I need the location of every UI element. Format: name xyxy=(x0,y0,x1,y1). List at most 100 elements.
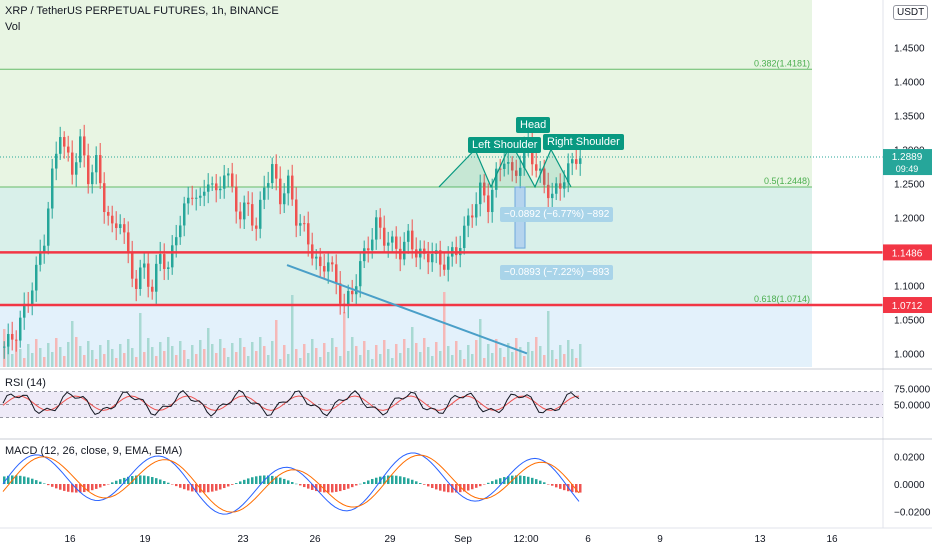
volume-bar xyxy=(95,359,98,367)
candle-body xyxy=(211,183,214,185)
head-label: Head xyxy=(516,117,551,133)
volume-bar xyxy=(123,353,126,367)
macd-hist-bar xyxy=(51,484,54,487)
volume-bar xyxy=(503,357,506,367)
volume-bar xyxy=(339,356,342,367)
candle-body xyxy=(303,223,306,225)
price-tick-3: 1.3500 xyxy=(894,112,925,123)
candle-body xyxy=(83,136,86,156)
volume-bar xyxy=(7,345,10,367)
candle-body xyxy=(187,197,190,204)
candle-body xyxy=(495,168,498,190)
rsi-title: RSI (14) xyxy=(5,377,46,389)
candle-body xyxy=(287,175,290,194)
candle-body xyxy=(55,153,58,169)
macd-hist-bar xyxy=(287,480,290,484)
volume-bar xyxy=(519,347,522,367)
candle-body xyxy=(483,182,486,196)
volume-bar xyxy=(467,345,470,367)
macd-hist-bar xyxy=(191,484,194,492)
time-tick-0: 16 xyxy=(64,534,76,545)
volume-bar xyxy=(255,351,258,367)
volume-bar xyxy=(575,358,578,367)
volume-bar xyxy=(567,340,570,367)
candle-body xyxy=(31,290,34,305)
candle-body xyxy=(235,186,238,212)
candle-body xyxy=(479,182,482,205)
candle-body xyxy=(215,183,218,191)
volume-bar xyxy=(163,351,166,367)
candle-body xyxy=(175,237,178,246)
candle-body xyxy=(231,173,234,187)
volume-bar xyxy=(443,292,446,367)
volume-bar xyxy=(323,343,326,367)
macd-hist-bar xyxy=(87,484,90,492)
volume-bar xyxy=(399,353,402,367)
volume-bar xyxy=(47,343,50,367)
candle-body xyxy=(403,241,406,260)
macd-tick-1: 0.0000 xyxy=(894,480,925,491)
macd-hist-bar xyxy=(535,479,538,484)
volume-bar xyxy=(167,337,170,367)
volume-bar xyxy=(451,355,454,367)
macd-hist-bar xyxy=(487,482,490,484)
candle-body xyxy=(515,170,518,176)
volume-bar xyxy=(271,341,274,367)
currency-selector[interactable]: USDT xyxy=(893,5,929,20)
macd-hist-bar xyxy=(415,481,418,484)
price-tick-5: 1.2500 xyxy=(894,180,925,191)
macd-hist-bar xyxy=(211,484,214,492)
volume-bar xyxy=(39,348,42,367)
macd-hist-bar xyxy=(551,484,554,486)
macd-hist-bar xyxy=(59,484,62,490)
macd-hist-bar xyxy=(203,484,206,493)
candle-body xyxy=(67,146,70,153)
candle-body xyxy=(475,204,478,218)
macd-hist-bar xyxy=(579,484,582,493)
candle-body xyxy=(251,204,254,226)
volume-bar xyxy=(103,354,106,367)
macd-hist-bar xyxy=(483,484,486,485)
volume-bar xyxy=(59,347,62,367)
macd-hist-bar xyxy=(407,478,410,484)
right-shoulder-label: Right Shoulder xyxy=(543,134,624,150)
candle-body xyxy=(547,184,550,199)
macd-hist-bar xyxy=(419,483,422,484)
macd-hist-bar xyxy=(295,483,298,485)
macd-hist-bar xyxy=(215,484,218,491)
macd-hist-bar xyxy=(347,484,350,489)
candle-body xyxy=(383,227,386,246)
volume-bar xyxy=(75,337,78,367)
candle-body xyxy=(327,262,330,272)
time-tick-1: 19 xyxy=(139,534,151,545)
volume-bar xyxy=(239,338,242,367)
volume-bar xyxy=(207,328,210,367)
macd-hist-bar xyxy=(39,481,42,484)
volume-bar xyxy=(147,338,150,367)
volume-bar xyxy=(131,348,134,367)
volume-bar xyxy=(35,339,38,367)
volume-bar xyxy=(227,357,230,367)
candle-body xyxy=(347,290,350,306)
macd-hist-bar xyxy=(495,479,498,484)
candle-body xyxy=(139,267,142,289)
volume-bar xyxy=(155,356,158,367)
volume-bar xyxy=(279,359,282,367)
candle-body xyxy=(243,202,246,220)
candle-body xyxy=(319,256,322,267)
macd-hist-bar xyxy=(311,484,314,490)
candle-body xyxy=(559,183,562,189)
macd-hist-bar xyxy=(543,482,546,484)
candle-body xyxy=(15,339,18,341)
macd-hist-bar xyxy=(103,484,106,486)
candle-body xyxy=(579,158,582,164)
macd-hist-bar xyxy=(127,476,130,484)
volume-bar xyxy=(387,349,390,367)
candle-body xyxy=(227,173,230,176)
price-tick-10: 1.0000 xyxy=(894,349,925,360)
volume-bar xyxy=(527,342,530,367)
candle-body xyxy=(391,236,394,243)
candle-body xyxy=(411,230,414,250)
macd-hist-bar xyxy=(315,484,318,492)
